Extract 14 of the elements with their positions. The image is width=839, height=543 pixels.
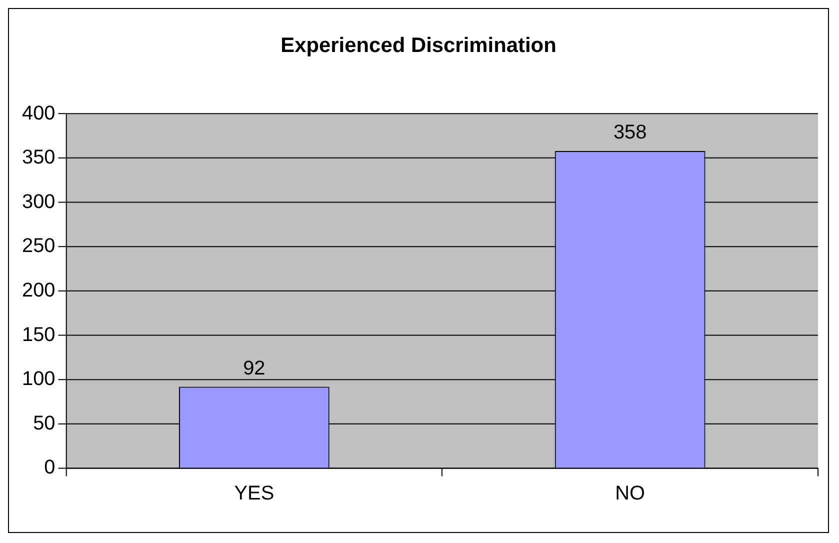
- y-tick-label: 200: [22, 280, 56, 302]
- y-tick-label: 150: [22, 324, 56, 346]
- x-tick-label: YES: [234, 482, 274, 505]
- x-tick-label: NO: [615, 482, 646, 505]
- data-label: 92: [243, 357, 266, 380]
- y-tick-label: 50: [33, 412, 56, 434]
- y-tick-label: 250: [22, 235, 56, 258]
- y-tick-label: 400: [22, 102, 56, 124]
- y-tick-label: 350: [22, 146, 56, 169]
- y-tick-label: 100: [22, 368, 56, 390]
- data-label: 358: [613, 122, 647, 144]
- y-tick-label: 300: [22, 190, 56, 213]
- y-tick-label: 0: [44, 456, 56, 479]
- chart-title: Experienced Discrimination: [280, 34, 556, 58]
